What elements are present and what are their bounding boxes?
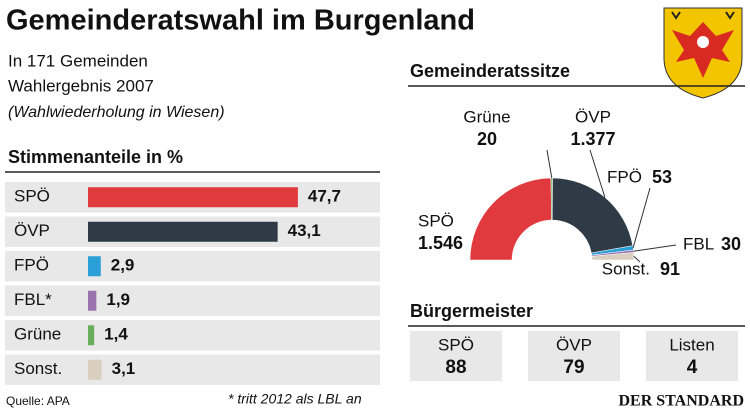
category-label: FBL* (14, 290, 52, 309)
slice-value: 1.546 (418, 233, 463, 253)
category-label: FPÖ (14, 256, 49, 275)
source: Quelle: APA (6, 394, 70, 408)
mayor-party: Listen (669, 335, 714, 354)
value-label: 3,1 (112, 359, 136, 378)
value-label: 1,9 (106, 290, 130, 309)
chart-title: Gemeinderatssitze (410, 61, 570, 81)
slice-value: 91 (660, 259, 680, 279)
mayor-count: 4 (687, 357, 698, 378)
category-label: Grüne (14, 325, 61, 344)
category-label: Sonst. (14, 359, 62, 378)
slice-label: Sonst. (602, 259, 650, 278)
slice (552, 177, 634, 254)
leader-line (633, 255, 641, 263)
value-label: 43,1 (288, 221, 321, 240)
row-background (5, 320, 380, 351)
footnote: * tritt 2012 als LBL an (228, 391, 362, 407)
chart-title: Stimmenanteile in % (8, 147, 183, 167)
subtitle: Wahlergebnis 2007 (8, 76, 154, 95)
title: Gemeinderatswahl im Burgenland (6, 5, 475, 37)
mayor-box (410, 331, 502, 381)
slice-value: 53 (652, 167, 672, 187)
value-label: 47,7 (308, 187, 341, 206)
bar (88, 325, 95, 346)
bar (88, 290, 97, 311)
slice-value: 1.377 (570, 129, 615, 149)
slice-value: 30 (721, 234, 741, 254)
row-background (5, 285, 380, 316)
slice (469, 177, 552, 261)
value-label: 2,9 (111, 256, 135, 275)
value-label: 1,4 (104, 325, 128, 344)
subtitle: In 171 Gemeinden (8, 51, 148, 70)
coat-of-arms (663, 7, 743, 99)
bar (88, 187, 298, 208)
bar (88, 359, 102, 380)
slice-label: FPÖ (607, 167, 642, 186)
mayor-party: ÖVP (556, 335, 592, 354)
bar (88, 221, 278, 242)
mayor-count: 88 (445, 357, 466, 378)
mayor-count: 79 (563, 357, 584, 378)
leader-line (546, 149, 553, 179)
mayor-party: SPÖ (438, 335, 474, 354)
slice-value: 20 (477, 129, 497, 149)
brand: DER STANDARD (619, 393, 745, 410)
slice-label: Grüne (463, 107, 510, 126)
row-background (5, 354, 380, 385)
slice-label: FBL (683, 234, 714, 253)
mayor-box (646, 331, 738, 381)
row-background (5, 251, 380, 282)
subtitle: (Wahlwiederholung in Wiesen) (8, 104, 225, 121)
bar (88, 256, 101, 277)
slice-label: ÖVP (575, 107, 611, 126)
category-label: SPÖ (14, 187, 50, 206)
slice-label: SPÖ (418, 211, 454, 230)
mayor-box (528, 331, 620, 381)
leader-line (633, 244, 677, 252)
category-label: ÖVP (14, 221, 50, 240)
section-title: Bürgermeister (410, 301, 533, 321)
slice (591, 252, 635, 261)
leader-line (632, 187, 651, 248)
leader-line (589, 149, 606, 198)
